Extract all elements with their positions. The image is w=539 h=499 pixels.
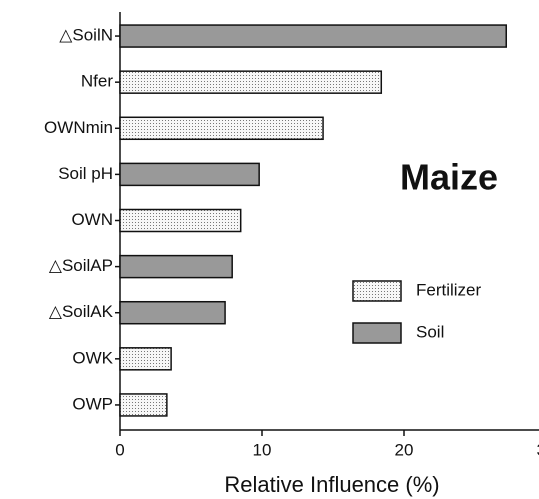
y-tick-label: OWNmin bbox=[44, 118, 113, 137]
bar bbox=[119, 254, 233, 279]
y-tick-label: OWP bbox=[72, 394, 113, 413]
legend-label: Soil bbox=[416, 322, 444, 341]
bar bbox=[119, 300, 226, 325]
y-tick-label: △SoilAK bbox=[49, 302, 114, 321]
y-tick-label: △SoilN bbox=[59, 26, 113, 45]
y-tick-label: △SoilAP bbox=[49, 256, 113, 275]
legend-swatch bbox=[352, 280, 402, 302]
bar bbox=[119, 162, 260, 187]
legend-label: Fertilizer bbox=[416, 280, 482, 299]
legend-swatch bbox=[352, 322, 402, 344]
y-tick-label: Nfer bbox=[81, 72, 113, 91]
x-tick-label: 30 bbox=[537, 440, 539, 459]
y-tick-label: Soil pH bbox=[58, 164, 113, 183]
bar bbox=[119, 347, 172, 371]
bar bbox=[119, 116, 324, 141]
bar bbox=[119, 70, 383, 94]
bar bbox=[119, 393, 168, 417]
x-tick-label: 0 bbox=[115, 440, 124, 459]
x-tick-label: 20 bbox=[395, 440, 414, 459]
annotation: Maize bbox=[400, 157, 498, 198]
bar bbox=[119, 208, 242, 233]
x-tick-label: 10 bbox=[253, 440, 272, 459]
y-tick-label: OWN bbox=[71, 210, 113, 229]
y-tick-label: OWK bbox=[72, 348, 113, 367]
x-axis-title: Relative Influence (%) bbox=[224, 472, 439, 497]
bar bbox=[119, 24, 507, 48]
